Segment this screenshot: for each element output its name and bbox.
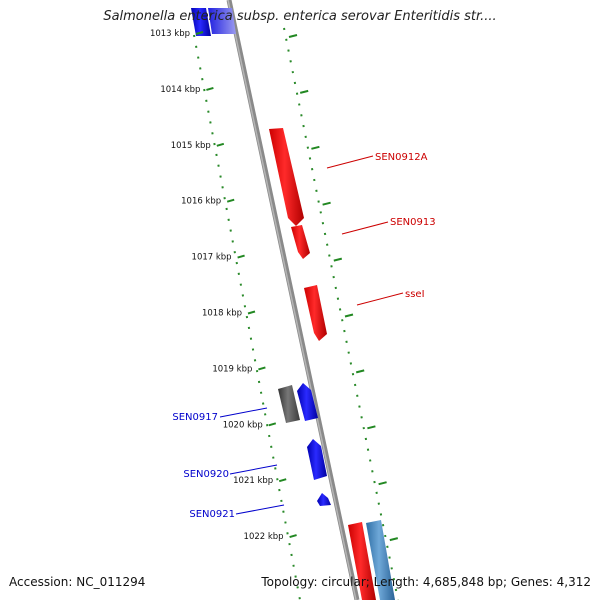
scale-label: 1020 kbp xyxy=(223,420,263,430)
scale-label: 1022 kbp xyxy=(244,532,284,542)
genome-summary-text: Topology: circular; Length: 4,685,848 bp… xyxy=(261,575,591,589)
gene-sen0921 xyxy=(317,493,331,506)
scale-label: 1021 kbp xyxy=(233,476,273,486)
label-sen0921: SEN0921 xyxy=(189,509,235,520)
scale-label: 1014 kbp xyxy=(160,85,200,95)
scale-label: 1016 kbp xyxy=(181,197,221,207)
right-scale-tick xyxy=(355,369,365,374)
label-sen0912a: SEN0912A xyxy=(375,152,428,163)
right-scale-tick xyxy=(367,425,376,430)
leader-sen0912a xyxy=(326,155,374,169)
right-scale-tick xyxy=(288,34,298,38)
map-title: Salmonella enterica subsp. enterica sero… xyxy=(103,9,497,24)
left-scale-tick xyxy=(278,478,287,483)
right-scale-tick xyxy=(378,481,387,486)
accession-text: Accession: NC_011294 xyxy=(9,575,146,589)
bottom-light-blue-gene xyxy=(366,520,395,600)
left-scale-tick xyxy=(206,86,214,91)
top-reverse-gene-1 xyxy=(191,8,211,36)
right-scale-tick xyxy=(311,145,320,150)
left-scale-tick xyxy=(216,142,225,147)
leader-ssei xyxy=(356,292,404,306)
left-scale-tick xyxy=(258,366,266,371)
right-scale-tick xyxy=(299,89,309,94)
left-scale: 1013 kbp 1014 kbp 1015 kbp 1016 kbp 1017 kbp… xyxy=(150,29,297,542)
scale-label: 1017 kbp xyxy=(192,253,232,263)
leader-sen0917 xyxy=(219,407,268,418)
left-scale-tick xyxy=(195,31,204,35)
gene-sen0917-other xyxy=(278,385,300,423)
right-scale-tick xyxy=(322,201,331,206)
top-reverse-gene-2 xyxy=(208,8,236,34)
gene-sen0913 xyxy=(291,225,310,259)
left-scale-dots xyxy=(193,34,301,600)
leader-sen0913 xyxy=(341,221,389,235)
label-sen0917: SEN0917 xyxy=(172,412,218,423)
label-sen0913: SEN0913 xyxy=(390,217,436,228)
left-scale-tick xyxy=(226,198,235,203)
left-scale-tick xyxy=(268,422,277,427)
leader-sen0920 xyxy=(229,464,278,475)
gene-sen0912a xyxy=(269,128,304,226)
right-scale xyxy=(288,34,399,542)
label-sen0920: SEN0920 xyxy=(183,469,229,480)
scale-label: 1013 kbp xyxy=(150,29,190,39)
left-scale-tick xyxy=(247,310,256,315)
left-scale-tick xyxy=(289,534,297,539)
gene-sen0920 xyxy=(307,439,327,480)
scale-label: 1019 kbp xyxy=(212,364,252,374)
right-scale-tick xyxy=(344,313,354,318)
scale-label: 1015 kbp xyxy=(171,141,211,151)
gene-sen0917 xyxy=(297,383,318,421)
right-scale-tick xyxy=(333,257,343,262)
backbone xyxy=(226,0,360,600)
left-scale-tick xyxy=(237,254,245,259)
backbone-highlight xyxy=(227,0,357,600)
gene-ssei xyxy=(304,285,327,341)
label-ssei: sseI xyxy=(405,289,425,300)
bottom-forward-gene xyxy=(348,522,376,600)
leader-sen0921 xyxy=(235,504,285,515)
right-scale-tick xyxy=(389,537,399,542)
scale-label: 1018 kbp xyxy=(202,309,242,319)
